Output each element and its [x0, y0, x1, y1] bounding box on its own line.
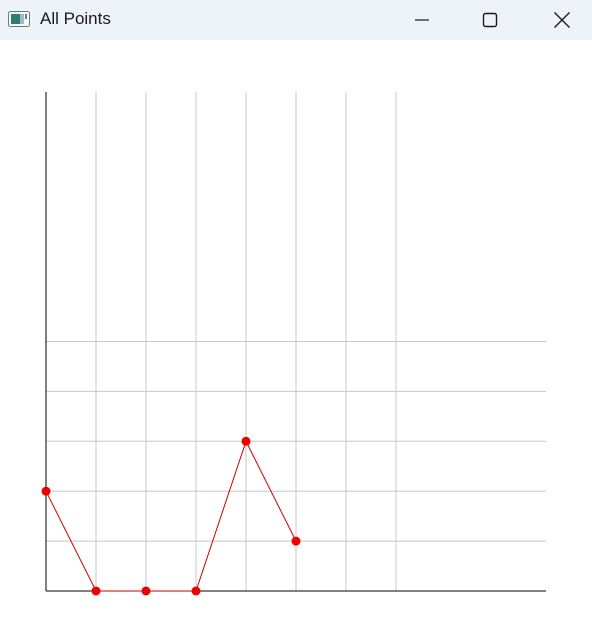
minimize-button[interactable]	[399, 0, 445, 40]
minimize-icon	[415, 19, 429, 21]
title-bar[interactable]: All Points	[0, 0, 592, 40]
app-window-icon	[8, 11, 30, 27]
series	[41, 436, 301, 596]
maximize-icon	[482, 12, 498, 28]
window-title: All Points	[40, 9, 111, 28]
data-point	[241, 436, 251, 446]
data-point	[191, 586, 201, 596]
maximize-button[interactable]	[467, 0, 513, 40]
data-point	[41, 486, 51, 496]
grid	[46, 92, 546, 591]
close-button[interactable]	[539, 0, 585, 40]
close-icon	[554, 12, 570, 28]
chart-canvas	[41, 92, 546, 596]
data-point	[291, 536, 301, 546]
series-line	[45, 439, 297, 592]
data-point	[91, 586, 101, 596]
data-point	[141, 586, 151, 596]
